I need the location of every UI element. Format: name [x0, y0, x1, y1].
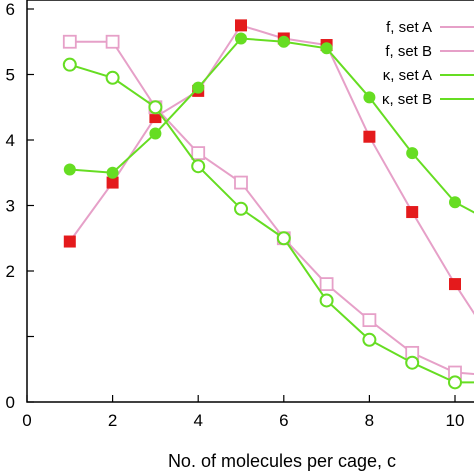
data-point — [105, 70, 120, 85]
data-point — [106, 176, 119, 189]
data-point — [406, 206, 419, 219]
y-tick-label: 2 — [6, 262, 15, 281]
series-layer — [62, 19, 474, 390]
y-tick-label: 3 — [6, 197, 15, 216]
plot-frame — [26, 0, 474, 403]
data-point — [363, 130, 376, 143]
legend-entry: κ, set A — [383, 67, 474, 84]
data-point — [62, 57, 77, 72]
x-tick-label: 10 — [446, 411, 465, 430]
data-point — [362, 313, 377, 328]
y-tick-label: 5 — [6, 66, 15, 85]
legend-label: f, set A — [386, 19, 432, 36]
x-tick-label: 6 — [279, 411, 288, 430]
y-tick-label: 6 — [6, 0, 15, 19]
series-3 — [63, 32, 474, 214]
data-point — [148, 100, 163, 115]
data-point — [448, 375, 462, 390]
x-tick-label: 4 — [193, 411, 202, 430]
y-tick-label: 4 — [6, 131, 15, 150]
data-point — [149, 127, 162, 140]
legend-entry: κ, set B — [382, 91, 474, 108]
data-point — [406, 147, 419, 160]
x-tick-label: 0 — [22, 411, 31, 430]
data-point — [63, 235, 76, 248]
data-point — [106, 166, 119, 179]
data-point — [363, 91, 376, 104]
data-point — [63, 163, 76, 176]
data-point — [191, 159, 206, 174]
data-point — [449, 278, 461, 291]
data-point — [405, 355, 420, 370]
legend-entry: f, set B — [385, 43, 474, 60]
x-axis-label: No. of molecules per cage, c — [168, 451, 396, 471]
data-point — [235, 19, 247, 32]
legend-label: f, set B — [385, 43, 432, 60]
tick-layer: 0 2 4 6 8 10 0 2 3 4 5 6 — [6, 0, 465, 430]
data-point — [62, 34, 77, 49]
data-point — [191, 146, 206, 161]
data-point — [234, 201, 248, 216]
legend: f, set A f, set B κ, set A κ, set B — [382, 19, 474, 108]
series-4 — [62, 57, 474, 390]
data-point — [192, 81, 205, 94]
data-point — [234, 175, 248, 190]
data-point — [362, 332, 377, 347]
data-point — [319, 277, 334, 292]
data-point — [449, 196, 461, 209]
legend-label: κ, set A — [383, 67, 432, 84]
data-point — [105, 34, 120, 49]
legend-entry: f, set A — [386, 19, 474, 36]
y-tick-label: 0 — [6, 393, 15, 412]
data-point — [277, 35, 290, 48]
x-tick-label: 8 — [365, 411, 374, 430]
data-point — [320, 42, 333, 55]
data-point — [235, 32, 247, 45]
data-point — [276, 231, 291, 246]
data-point — [319, 293, 334, 308]
legend-label: κ, set B — [382, 91, 432, 108]
x-tick-label: 2 — [108, 411, 117, 430]
